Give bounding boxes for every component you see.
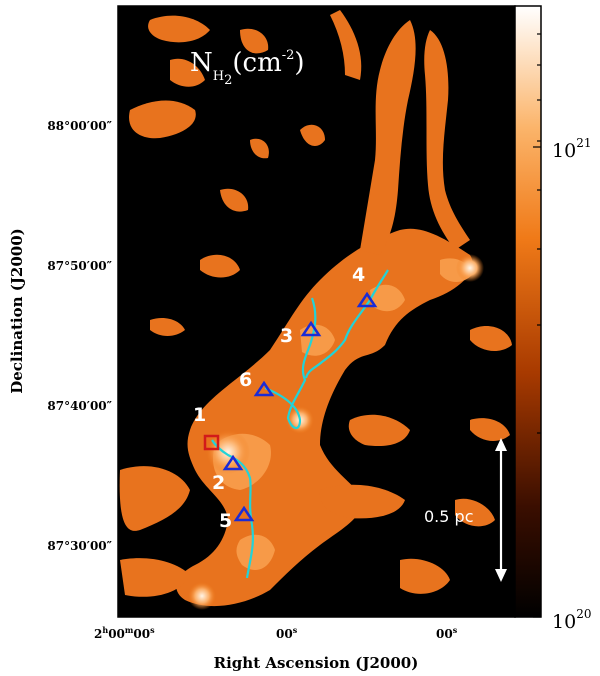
y-tick-label-2: 87°50′00″ [47, 259, 112, 273]
filament-ne [304, 269, 389, 379]
source-label-4: 4 [352, 264, 365, 286]
x-axis-title: Right Ascension (J2000) [214, 654, 419, 672]
source-4-triangle-marker [356, 291, 378, 308]
filament-main [211, 439, 255, 579]
y-tick-label-1: 88°00′00″ [47, 119, 112, 133]
source-1-square-marker [203, 434, 220, 451]
source-labels: 1 2 3 4 5 6 [193, 264, 365, 532]
colorbar-label-min: 1020 [552, 607, 591, 633]
source-label-3: 3 [280, 325, 293, 347]
colorbar-ticks [533, 33, 541, 618]
colorbar-gradient [515, 6, 541, 617]
x-tick-label-1: 2h00m00s [94, 625, 155, 641]
colorbar: 1021 1020 [514, 5, 591, 633]
source-label-5: 5 [219, 510, 232, 532]
x-tick-label-3: 00s [436, 625, 458, 641]
svg-text:NH2(cm-2): NH2(cm-2) [190, 48, 305, 88]
colorbar-frame [514, 5, 542, 618]
y-tick-label-4: 87°30′00″ [47, 539, 112, 553]
scale-bar-label: 0.5 pc [424, 507, 473, 526]
filament-skeleton [211, 269, 389, 579]
x-tick-label-2: 00s [276, 625, 298, 641]
source-markers [203, 291, 378, 522]
source-5-triangle-marker [233, 505, 255, 522]
y-tick-labels: 88°00′00″ 87°50′00″ 87°40′00″ 87°30′00″ [47, 119, 112, 553]
y-tick-label-3: 87°40′00″ [47, 399, 112, 413]
source-3-triangle-marker [300, 320, 322, 337]
y-axis-ticks [118, 124, 515, 546]
y-axis-title: Declination (J2000) [8, 228, 26, 394]
source-label-2: 2 [212, 472, 225, 494]
source-label-1: 1 [193, 404, 206, 426]
x-axis-ticks [149, 6, 445, 617]
colorbar-label-max: 1021 [552, 136, 591, 162]
source-6-triangle-marker [253, 380, 275, 397]
source-2-triangle-marker [222, 454, 244, 471]
scale-bar: 0.5 pc [424, 438, 507, 582]
map-title: NH2(cm-2) [190, 48, 305, 88]
x-tick-labels: 2h00m00s 00s 00s [94, 625, 458, 641]
source-label-6: 6 [239, 369, 252, 391]
filament-upper [264, 297, 317, 430]
